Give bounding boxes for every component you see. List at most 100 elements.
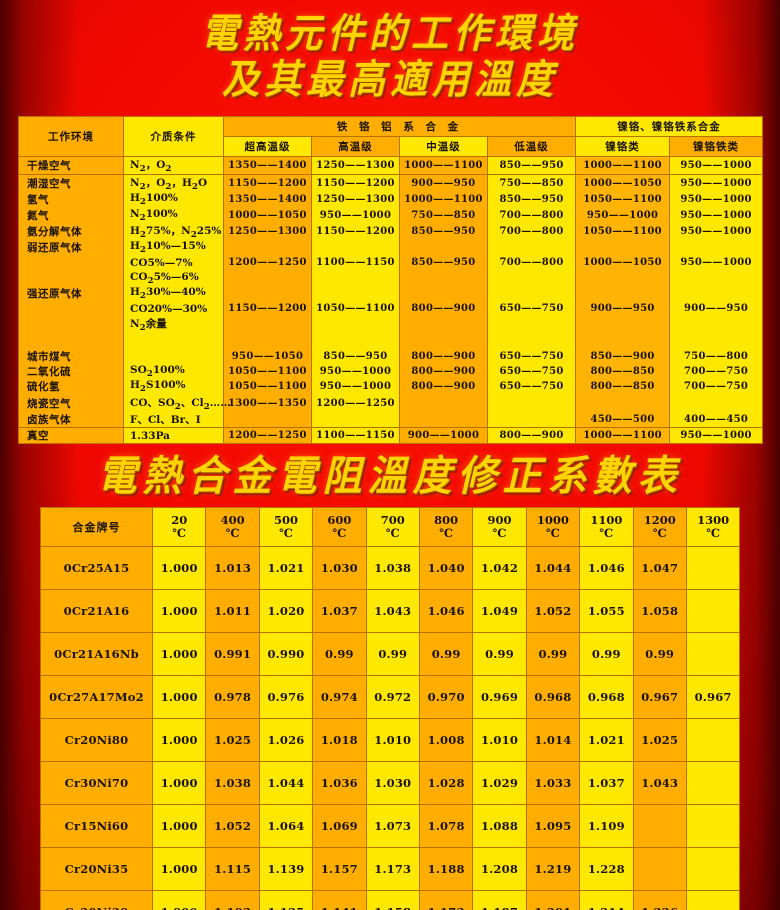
cell-temperature-range: 700——750 (669, 379, 764, 395)
cell-environment: 硫化氢 (18, 379, 124, 395)
cell-temperature-range (311, 333, 400, 349)
cell-temperature-range: 900——950 (669, 301, 764, 317)
cell-correction-factor (632, 847, 687, 892)
cell-temperature-range: 850——950 (486, 192, 577, 208)
cell-temperature-range: 950——1000 (311, 364, 400, 380)
resistance-correction-table-body: 0Cr25A15 1.000 1.013 1.021 1.030 1.038 1.040 1.… (40, 546, 741, 910)
cell-correction-factor: 1.058 (632, 589, 687, 634)
cell-temperature-range: 1350——1400 (223, 155, 312, 176)
cell-temperature-range (311, 270, 400, 286)
cell-temperature-range (311, 316, 400, 334)
cell-temperature-range (486, 411, 577, 428)
cell-temperature-range: 900——950 (399, 174, 488, 193)
cell-media (123, 333, 224, 349)
cell-temperature-range (486, 285, 577, 302)
cell-temperature-range: 1000——1100 (575, 155, 671, 176)
table-row: 氮气 N2100% 1000——1050 950——1000 750——850 700——… (18, 207, 764, 223)
table-row: 氢气 H2100% 1350——1400 1250——1300 1000——1100 85… (18, 192, 764, 208)
cell-correction-factor: 1.044 (258, 761, 314, 806)
cell-correction-factor: 0.968 (525, 675, 581, 720)
cell-correction-factor: 1.000 (151, 761, 207, 806)
working-environment-table-header: 工作环境 介质条件铁 铬 铝 系 合 金镍铬、镍铬铁系合金 超高温级 高温级 中温级 低温… (18, 116, 764, 157)
cell-temperature-range: 1250——1300 (311, 192, 400, 208)
header-cell-temperature: 500 ℃ (258, 507, 314, 548)
cell-correction-factor: 1.013 (205, 546, 260, 591)
cell-correction-factor: 1.000 (151, 847, 207, 892)
cell-correction-factor: 1.010 (472, 718, 527, 763)
cell-correction-factor: 1.028 (418, 761, 474, 806)
cell-temperature-range: 950——1000 (669, 192, 764, 208)
cell-correction-factor: 0.974 (312, 675, 367, 720)
table-row (18, 333, 764, 349)
cell-media: N2，O2，H2O (123, 174, 224, 193)
cell-temperature-range: 800——850 (575, 379, 671, 395)
header-cell-grade: 低温级 (486, 136, 577, 157)
table-row: CO25%—6% (18, 270, 764, 286)
cell-temperature-range (486, 316, 577, 334)
cell-temperature-range (486, 239, 577, 256)
cell-correction-factor: 1.103 (205, 890, 260, 910)
header-cell-alloy-grade: 合金牌号 (40, 507, 153, 548)
cell-media: F、Cl、Br、I (123, 411, 224, 428)
cell-alloy-grade: 0Cr21A16Nb (40, 632, 153, 677)
cell-correction-factor: 0.976 (258, 675, 314, 720)
cell-correction-factor: 1.173 (418, 890, 474, 910)
header-cell-fecral-group: 铁 铬 铝 系 合 金 (222, 116, 577, 137)
cell-temperature-range (669, 394, 764, 412)
cell-correction-factor: 1.139 (258, 847, 314, 892)
cell-temperature-range: 950——1000 (311, 379, 400, 395)
cell-temperature-range: 850——950 (399, 222, 488, 240)
cell-temperature-range (575, 239, 671, 256)
cell-correction-factor (685, 718, 741, 763)
cell-correction-factor: 0.978 (205, 675, 260, 720)
cell-correction-factor: 1.000 (151, 546, 207, 591)
cell-alloy-grade: Cr15Ni60 (40, 804, 153, 849)
cell-environment: 弱还原气体 (18, 239, 124, 256)
table-header-row: 工作环境 介质条件铁 铬 铝 系 合 金镍铬、镍铬铁系合金 (18, 116, 764, 157)
cell-correction-factor: 1.214 (579, 890, 634, 910)
cell-temperature-range: 1250——1300 (223, 222, 312, 240)
cell-temperature-range: 950——1000 (669, 155, 764, 176)
table-row: 干燥空气 N2，O2 1350——1400 1250——1300 1000——1100 8… (18, 155, 764, 176)
cell-correction-factor: 1.038 (365, 546, 420, 591)
header-cell-media: 介质条件 (123, 116, 224, 157)
resistance-correction-table-header: 合金牌号 20 ℃ 400 ℃ 500 ℃ 600 ℃ 700 ℃ 800 ℃ 900 ℃ 1000 ℃ 1100… (40, 507, 741, 548)
cell-temperature-range: 400——450 (669, 411, 764, 428)
table-row: 二氧化硫 SO2100% 1050——1100 950——1000 800——900 65… (18, 364, 764, 380)
table-row: 0Cr27A17Mo2 1.000 0.978 0.976 0.974 0.972 0.97… (40, 675, 741, 720)
cell-temperature-range: 1200——1250 (311, 394, 400, 412)
poster-title-line-2: 及其最高適用溫度 (222, 55, 558, 103)
cell-media: N2100% (123, 207, 224, 223)
cell-media: CO25%—6% (123, 270, 224, 286)
cell-correction-factor (685, 890, 741, 910)
header-cell-temperature: 1200 ℃ (632, 507, 687, 548)
table-row: 真空 1.33Pa 1200——1250 1100——1150 900——1000 800… (18, 427, 764, 445)
cell-correction-factor: 1.046 (579, 546, 634, 591)
cell-temperature-range: 1350——1400 (223, 192, 312, 208)
cell-correction-factor: 1.014 (525, 718, 581, 763)
cell-alloy-grade: Cr30Ni70 (40, 761, 153, 806)
table-row: CO5%—7% 1200——1250 1100——1150 850——950 700——… (18, 255, 764, 271)
cell-temperature-range (575, 316, 671, 334)
cell-correction-factor: 1.011 (205, 589, 260, 634)
cell-correction-factor: 0.99 (472, 632, 527, 677)
cell-correction-factor: 1.037 (579, 761, 634, 806)
working-environment-table-wrap: 工作环境 介质条件铁 铬 铝 系 合 金镍铬、镍铬铁系合金 超高温级 高温级 中温级 低温… (18, 116, 764, 445)
cell-temperature-range: 950——1000 (669, 255, 764, 271)
header-cell-grade: 高温级 (311, 136, 400, 157)
cell-temperature-range (669, 333, 764, 349)
cell-temperature-range (223, 333, 312, 349)
cell-correction-factor: 1.010 (365, 718, 420, 763)
table-row: N2余量 (18, 316, 764, 334)
cell-temperature-range: 1000——1050 (575, 255, 671, 271)
cell-temperature-range (223, 239, 312, 256)
cell-correction-factor: 1.173 (365, 847, 420, 892)
cell-correction-factor: 1.000 (151, 589, 207, 634)
cell-correction-factor: 1.021 (258, 546, 314, 591)
cell-correction-factor (685, 761, 741, 806)
cell-temperature-range: 800——900 (399, 364, 488, 380)
working-environment-table-body: 干燥空气 N2，O2 1350——1400 1250——1300 1000——1100 8… (18, 155, 764, 445)
table-row: 0Cr25A15 1.000 1.013 1.021 1.030 1.038 1.040 1.… (40, 546, 741, 591)
cell-media: H275%，N225% (123, 222, 224, 240)
table-row: CO20%—30% 1150——1200 1050——1100 800——900 650… (18, 301, 764, 317)
